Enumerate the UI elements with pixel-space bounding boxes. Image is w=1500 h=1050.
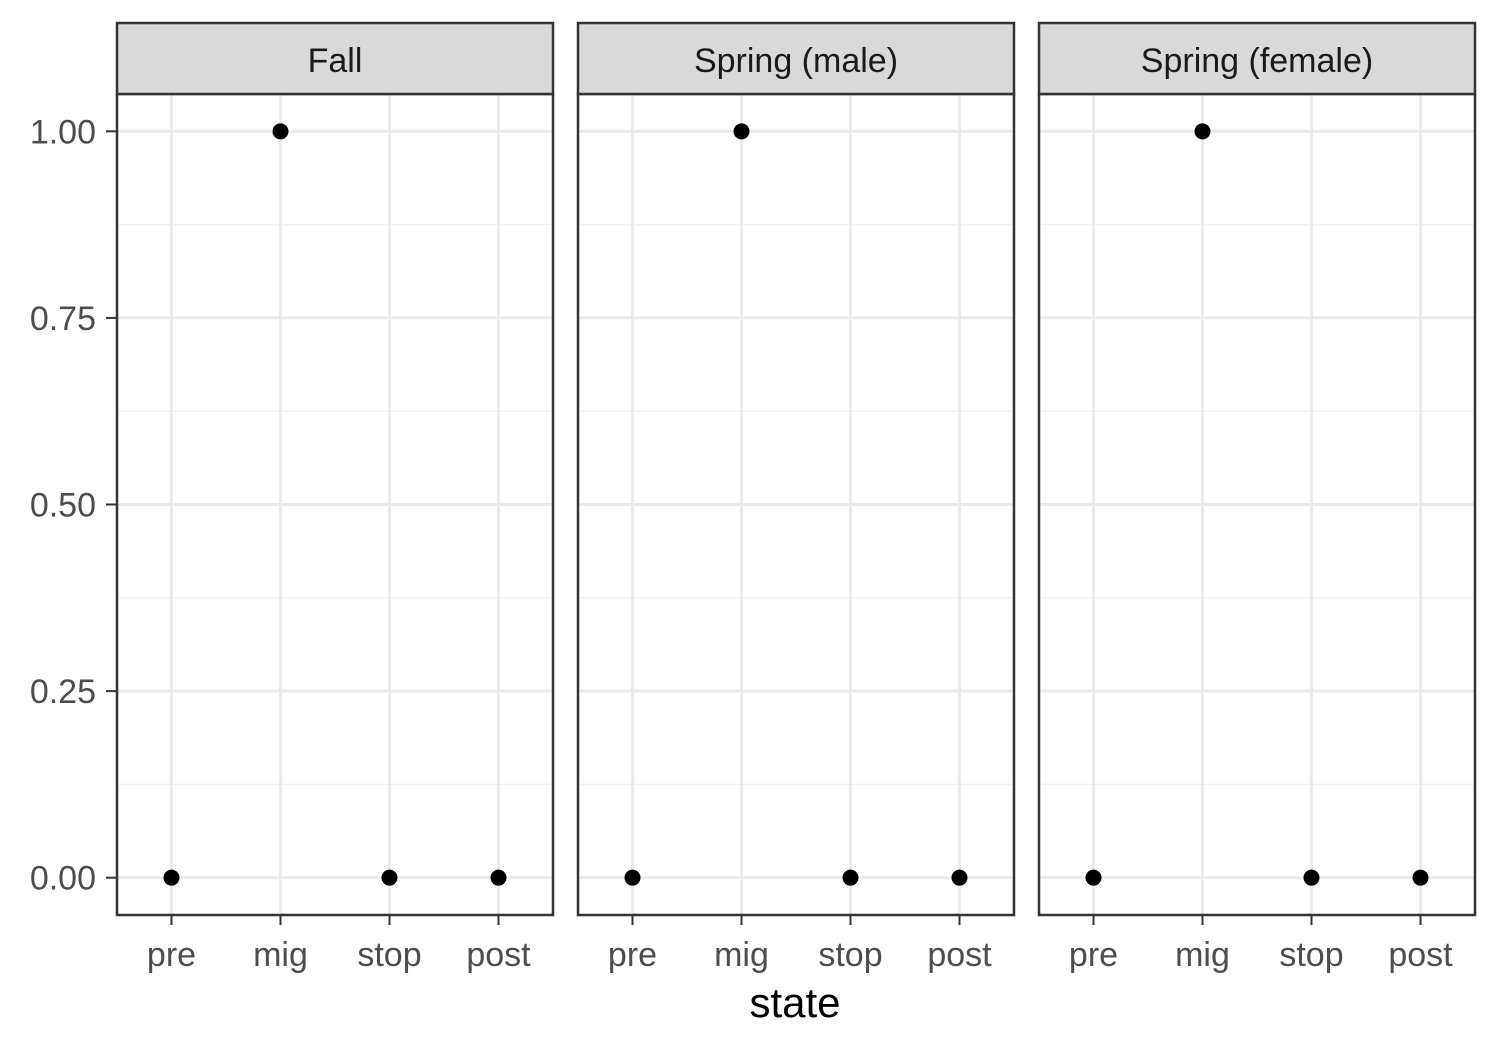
x-tick-label: pre (147, 936, 196, 974)
x-tick-label: stop (818, 936, 882, 974)
facet-strip-label: Spring (male) (694, 42, 898, 80)
x-tick-label: post (466, 936, 531, 974)
x-tick-label: pre (1069, 936, 1118, 974)
x-tick-label: stop (357, 936, 421, 974)
facet-panels: Fall pre mig stop post Spring (male) pre mig sto… (115, 21, 1477, 974)
facet-strip-label: Spring (female) (1141, 42, 1373, 80)
x-tick-label: mig (253, 936, 308, 974)
data-point (733, 123, 750, 140)
x-axis-title: state (749, 979, 840, 1026)
data-point (163, 869, 180, 886)
y-tick-label: 1.00 (30, 113, 96, 151)
facet-panel: Spring (male) pre mig stop post (576, 21, 1016, 974)
data-point (624, 869, 641, 886)
y-tick-label: 0.50 (30, 487, 96, 525)
x-tick-label: pre (608, 936, 657, 974)
x-tick-label: mig (1175, 936, 1230, 974)
data-point (842, 869, 859, 886)
data-point (1085, 869, 1102, 886)
x-tick-label: stop (1279, 936, 1343, 974)
facet-strip-label: Fall (308, 42, 363, 80)
data-point (1194, 123, 1211, 140)
x-tick-label: mig (714, 936, 769, 974)
facet-strip (576, 21, 1016, 96)
y-axis: 0.00 0.25 0.50 0.75 1.00 (30, 113, 117, 898)
facet-panel: Fall pre mig stop post (115, 21, 555, 974)
x-tick-label: post (1388, 936, 1453, 974)
facet-panel: Spring (female) pre mig stop post (1037, 21, 1477, 974)
data-point (381, 869, 398, 886)
data-point (1412, 869, 1429, 886)
y-tick-label: 0.75 (30, 300, 96, 338)
x-tick-label: post (927, 936, 992, 974)
data-point (272, 123, 289, 140)
facet-strip (1037, 21, 1477, 96)
y-tick-label: 0.25 (30, 673, 96, 711)
data-point (1303, 869, 1320, 886)
y-tick-label: 0.00 (30, 860, 96, 898)
data-point (951, 869, 968, 886)
data-point (490, 869, 507, 886)
facet-strip (115, 21, 555, 96)
